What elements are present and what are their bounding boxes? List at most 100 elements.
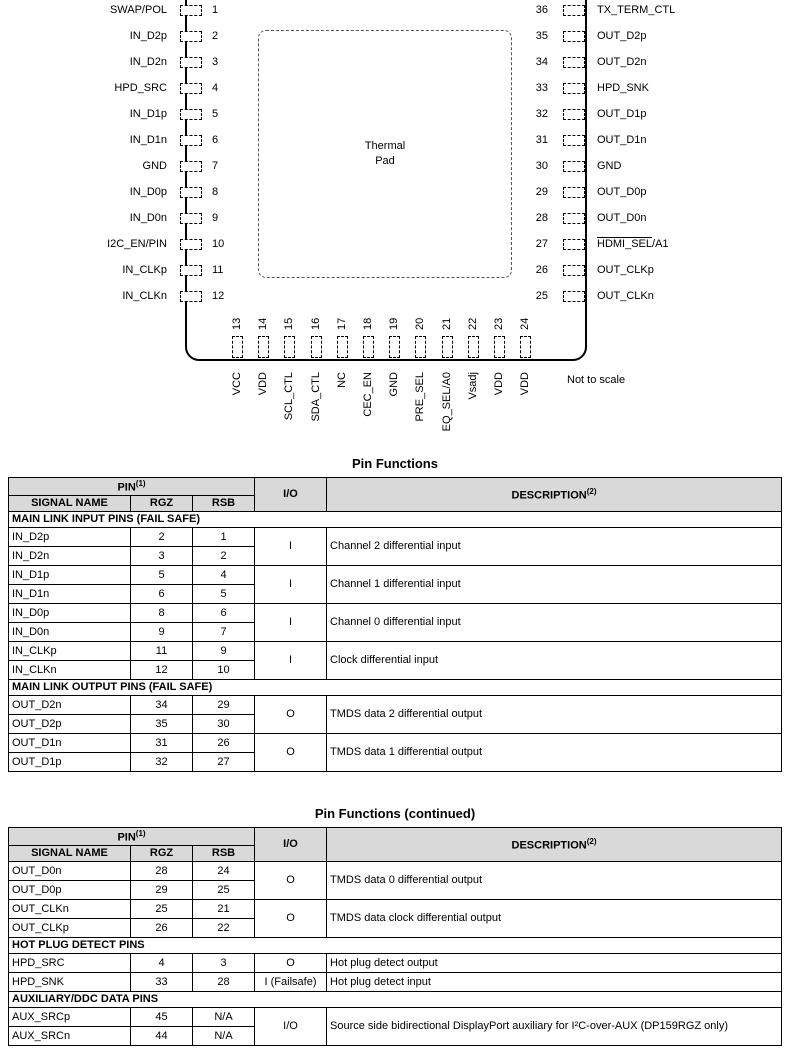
table-row: AUX_SRCn 44 N/A <box>8 1026 782 1047</box>
description-header: DESCRIPTION(2) <box>326 826 782 863</box>
description-cell: Clock differential input <box>326 641 782 681</box>
description-cell: Hot plug detect input <box>326 972 782 993</box>
pin-pad-icon <box>563 290 585 302</box>
rsb-cell: 26 <box>191 733 256 754</box>
pin-label: NC <box>336 372 348 388</box>
rgz-cell: 45 <box>130 1007 193 1028</box>
pin-label: OUT_CLKn <box>597 290 654 302</box>
pin-label: OUT_D0p <box>597 186 647 198</box>
rgz-cell: 3 <box>130 546 193 567</box>
table-row: IN_D2p 2 1 I Channel 2 differential input <box>8 527 782 567</box>
table-row: IN_CLKn 12 10 <box>8 660 782 681</box>
pin-label: SCL_CTL <box>283 372 295 421</box>
pin-label: IN_D2p <box>129 30 167 42</box>
signal-cell: OUT_CLKp <box>8 918 131 939</box>
rgz-cell: 31 <box>130 733 193 754</box>
pin-number: 8 <box>212 186 219 198</box>
pin-number: 7 <box>212 160 219 172</box>
pin-pad-icon <box>563 134 585 146</box>
pin-label: OUT_CLKp <box>597 264 654 276</box>
io-cell: I/O <box>254 1007 328 1047</box>
pin-pad-icon <box>563 4 585 16</box>
pin-pad-icon <box>563 238 585 250</box>
pin-left-11: IN_CLKp 11 <box>55 263 238 277</box>
io-cell: O <box>254 953 328 974</box>
table-row: HPD_SNK 33 28 I (Failsafe) Hot plug detect i… <box>8 972 782 993</box>
pin-number: 13 <box>231 317 243 330</box>
table-row: OUT_D1n 31 26 O TMDS data 1 differential out… <box>8 733 782 773</box>
section-row: AUXILIARY/DDC DATA PINS <box>8 991 782 1009</box>
rgz-cell: 28 <box>130 861 193 882</box>
rgz-cell: 33 <box>130 972 193 993</box>
pin-header: PIN(1) <box>7 476 256 497</box>
pin-right-30: 30 GND <box>522 159 622 173</box>
pin-pad-icon <box>414 336 426 358</box>
rgz-cell: 26 <box>130 918 193 939</box>
pin-right-25: 25 OUT_CLKn <box>522 289 654 303</box>
rgz-cell: 6 <box>130 584 193 605</box>
pin-pad-icon <box>180 82 202 94</box>
rsb-cell: 29 <box>191 695 256 716</box>
pin-label: IN_D1p <box>129 108 167 120</box>
pin-number: 36 <box>535 4 548 16</box>
pin-bottom-23: 23 VDD <box>491 302 507 395</box>
pin-left-2: IN_D2p 2 <box>55 29 238 43</box>
pin-pad-icon <box>563 30 585 42</box>
pin-label: IN_D0n <box>129 212 167 224</box>
pin-pad-icon <box>362 336 374 358</box>
header-row: PIN(1) I/O DESCRIPTION(2) <box>7 476 782 513</box>
io-cell: I (Failsafe) <box>254 972 328 993</box>
pin-functions-title: Pin Functions <box>352 456 438 471</box>
pin-pad-icon <box>180 290 202 302</box>
table-row: IN_CLKp 11 9 I Clock differential input <box>8 641 782 681</box>
signal-cell: OUT_D1n <box>8 733 131 754</box>
pin-right-27: 27 HDMI_SEL/A1 <box>522 237 669 251</box>
io-cell: O <box>254 695 328 735</box>
pin-label: EQ_SEL/A0 <box>441 372 453 432</box>
pin-right-31: 31 OUT_D1n <box>522 133 647 147</box>
rsb-cell: 2 <box>191 546 256 567</box>
pin-number: 15 <box>283 317 295 330</box>
pin-number: 5 <box>212 108 219 120</box>
rgz-cell: 29 <box>130 880 193 901</box>
pin-number: 12 <box>212 290 225 302</box>
rsb-cell: 28 <box>191 972 256 993</box>
pin-label: GND <box>388 372 400 397</box>
signal-cell: OUT_D2p <box>8 714 131 735</box>
pin-label: VDD <box>519 372 531 396</box>
description-cell: TMDS data 2 differential output <box>326 695 782 735</box>
io-cell: I <box>254 603 328 643</box>
pin-bottom-24: 24 VDD <box>517 302 533 395</box>
pin-functions-table: PIN(1) I/O DESCRIPTION(2) SIGNAL NAME RG… <box>7 476 782 773</box>
io-header: I/O <box>254 476 328 513</box>
pin-pad-icon <box>388 336 400 358</box>
pin-pad-icon <box>283 336 295 358</box>
table-row: AUX_SRCp 45 N/A I/O Source side bidirectiona… <box>8 1007 782 1047</box>
pin-number: 21 <box>441 317 453 330</box>
signal-cell: IN_D2n <box>8 546 131 567</box>
rsb-cell: 24 <box>191 861 256 882</box>
section-label: AUXILIARY/DDC DATA PINS <box>8 991 782 1009</box>
pin-pad-icon <box>310 336 322 358</box>
io-cell: I <box>254 565 328 605</box>
pin-number: 32 <box>535 108 548 120</box>
pin-label: IN_D0p <box>129 186 167 198</box>
pin-pad-icon <box>336 336 348 358</box>
signal-cell: IN_D1n <box>8 584 131 605</box>
signal-cell: IN_D0p <box>8 603 131 624</box>
table-row: OUT_D2p 35 30 <box>8 714 782 735</box>
signal-cell: HPD_SNK <box>8 972 131 993</box>
pin-pad-icon <box>493 336 505 358</box>
pin-label: HDMI_SEL/A1 <box>597 238 669 250</box>
pin-bottom-21: 21 EQ_SEL/A0 <box>439 302 455 432</box>
pin-right-33: 33 HPD_SNK <box>522 81 649 95</box>
description-cell: Channel 0 differential input <box>326 603 782 643</box>
rsb-cell: 3 <box>191 953 256 974</box>
pin-pad-icon <box>180 108 202 120</box>
pin-right-28: 28 OUT_D0n <box>522 211 647 225</box>
pin-label: I2C_EN/PIN <box>107 238 167 250</box>
signal-cell: IN_D1p <box>8 565 131 586</box>
pin-pad-icon <box>563 82 585 94</box>
pin-number: 34 <box>535 56 548 68</box>
pin-label: IN_CLKp <box>122 264 167 276</box>
